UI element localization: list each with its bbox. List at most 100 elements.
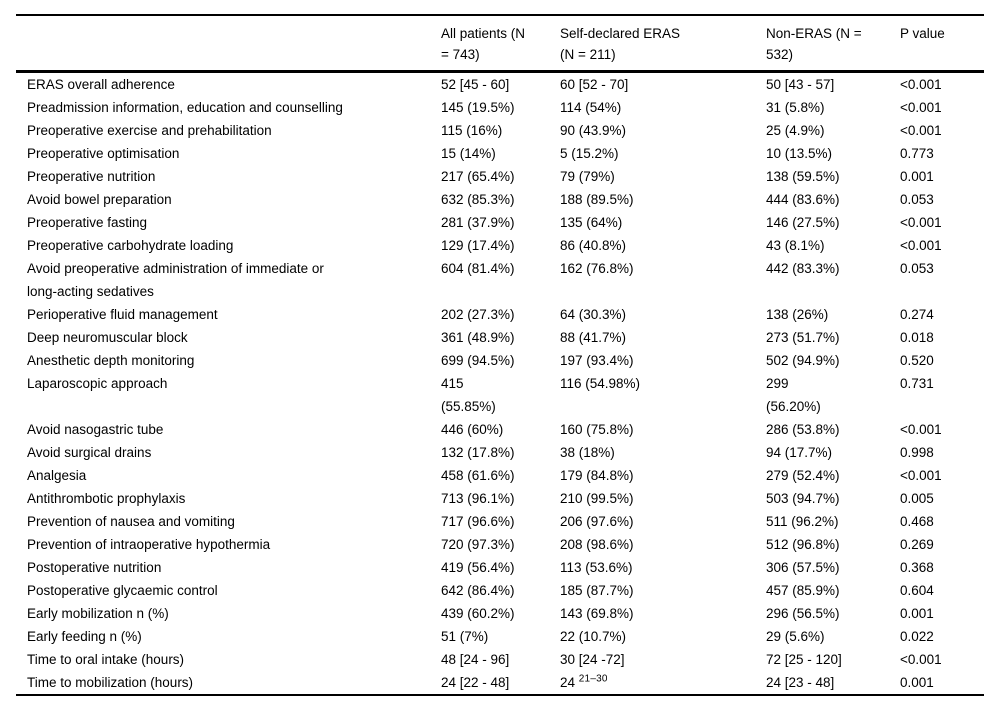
- table-row: Preoperative fasting 281 (37.9%) 135 (64%)…: [16, 211, 984, 234]
- non-eras-cell: 72 [25 - 120]: [766, 652, 842, 667]
- p-value-cell: 0.468: [900, 514, 934, 529]
- all-patients-cell: 361 (48.9%): [441, 330, 515, 345]
- non-eras-cell: 296 (56.5%): [766, 606, 840, 621]
- self-declared-eras-cell: 208 (98.6%): [560, 537, 634, 552]
- all-patients-cell: 446 (60%): [441, 422, 504, 437]
- all-patients-cell: 48 [24 - 96]: [441, 652, 510, 667]
- non-eras-cell: 286 (53.8%): [766, 422, 840, 437]
- row-label-cell: Perioperative fluid management: [27, 307, 218, 322]
- all-patients-cell: 15 (14%): [441, 146, 496, 161]
- row-label-cell: Analgesia: [27, 468, 87, 483]
- p-value-cell: 0.731: [900, 376, 934, 391]
- non-eras-cell: 442 (83.3%): [766, 261, 840, 276]
- table-row: Postoperative glycaemic control 642 (86.4…: [16, 579, 984, 602]
- row-label-cell: Avoid nasogastric tube: [27, 422, 164, 437]
- p-value-cell: 0.018: [900, 330, 934, 345]
- all-patients-cell: 415 (55.85%): [441, 376, 496, 414]
- non-eras-cell: 50 [43 - 57]: [766, 77, 835, 92]
- table-row: Antithrombotic prophylaxis 713 (96.1%) 210…: [16, 487, 984, 510]
- eras-adherence-table: All patients (N = 743) Self-declared ERAS…: [16, 14, 984, 696]
- row-label-cell: Preoperative exercise and prehabilitatio…: [27, 123, 272, 138]
- all-patients-cell: 217 (65.4%): [441, 169, 515, 184]
- p-value-cell: <0.001: [900, 238, 942, 253]
- row-label-cell: Antithrombotic prophylaxis: [27, 491, 186, 506]
- all-patients-cell: 458 (61.6%): [441, 468, 515, 483]
- self-declared-eras-cell: 143 (69.8%): [560, 606, 634, 621]
- all-patients-cell: 720 (97.3%): [441, 537, 515, 552]
- all-patients-cell: 24 [22 - 48]: [441, 675, 510, 690]
- table-row: Deep neuromuscular block 361 (48.9%) 88 (4…: [16, 326, 984, 349]
- p-value-cell: 0.269: [900, 537, 934, 552]
- table-row: ERAS overall adherence 52 [45 - 60] 60 [52…: [16, 72, 984, 97]
- self-declared-eras-cell: 179 (84.8%): [560, 468, 634, 483]
- non-eras-cell: 511 (96.2%): [766, 514, 839, 529]
- self-declared-eras-cell: 60 [52 - 70]: [560, 77, 629, 92]
- self-declared-eras-cell: 210 (99.5%): [560, 491, 634, 506]
- non-eras-cell: 29 (5.6%): [766, 629, 825, 644]
- non-eras-cell: 444 (83.6%): [766, 192, 840, 207]
- table-row: Anesthetic depth monitoring 699 (94.5%) 19…: [16, 349, 984, 372]
- row-label-cell: Early mobilization n (%): [27, 606, 169, 621]
- row-label-cell: Laparoscopic approach: [27, 376, 168, 391]
- non-eras-cell: 503 (94.7%): [766, 491, 840, 506]
- all-patients-cell: 632 (85.3%): [441, 192, 515, 207]
- self-declared-eras-cell: 160 (75.8%): [560, 422, 634, 437]
- table-body: ERAS overall adherence 52 [45 - 60] 60 [52…: [16, 72, 984, 696]
- p-value-cell: 0.274: [900, 307, 934, 322]
- row-label-cell: Time to mobilization (hours): [27, 675, 194, 690]
- all-patients-cell: 132 (17.8%): [441, 445, 515, 460]
- self-declared-eras-cell: 113 (53.6%): [560, 560, 633, 575]
- non-eras-cell: 146 (27.5%): [766, 215, 840, 230]
- table-row: Preoperative carbohydrate loading 129 (17…: [16, 234, 984, 257]
- table-row: Time to mobilization (hours) 24 [22 - 48]…: [16, 671, 984, 695]
- self-declared-eras-cell: 188 (89.5%): [560, 192, 634, 207]
- column-header-all-patients: All patients (N = 743): [441, 15, 560, 73]
- row-label-cell: Preoperative optimisation: [27, 146, 180, 161]
- p-value-cell: <0.001: [900, 422, 942, 437]
- p-value-cell: 0.520: [900, 353, 934, 368]
- p-value-cell: <0.001: [900, 652, 942, 667]
- p-value-cell: 0.001: [900, 606, 934, 621]
- table-row: Analgesia 458 (61.6%) 179 (84.8%) 279 (52.4…: [16, 464, 984, 487]
- header-row: All patients (N = 743) Self-declared ERAS…: [16, 15, 984, 73]
- self-declared-eras-cell: 86 (40.8%): [560, 238, 627, 253]
- table-row: Avoid surgical drains 132 (17.8%) 38 (18%)…: [16, 441, 984, 464]
- p-value-cell: 0.604: [900, 583, 934, 598]
- table-row: Preoperative optimisation 15 (14%) 5 (15.2…: [16, 142, 984, 165]
- table-row: Preoperative exercise and prehabilitatio…: [16, 119, 984, 142]
- row-label-cell: Postoperative nutrition: [27, 560, 162, 575]
- self-declared-eras-cell: 30 [24 -72]: [560, 652, 625, 667]
- self-declared-eras-cell: 22 (10.7%): [560, 629, 627, 644]
- row-label-cell: Prevention of nausea and vomiting: [27, 514, 235, 529]
- row-label-cell: Preoperative fasting: [27, 215, 148, 230]
- p-value-cell: 0.998: [900, 445, 934, 460]
- self-declared-eras-cell: 5 (15.2%): [560, 146, 619, 161]
- self-declared-eras-cell: 90 (43.9%): [560, 123, 627, 138]
- self-declared-eras-cell: 206 (97.6%): [560, 514, 634, 529]
- self-declared-eras-cell: 38 (18%): [560, 445, 615, 460]
- self-declared-eras-cell: 88 (41.7%): [560, 330, 627, 345]
- all-patients-cell: 419 (56.4%): [441, 560, 515, 575]
- row-label-cell: Prevention of intraoperative hypothermia: [27, 537, 271, 552]
- all-patients-cell: 51 (7%): [441, 629, 489, 644]
- all-patients-cell: 439 (60.2%): [441, 606, 515, 621]
- non-eras-cell: 457 (85.9%): [766, 583, 840, 598]
- p-value-cell: <0.001: [900, 468, 942, 483]
- all-patients-cell: 52 [45 - 60]: [441, 77, 510, 92]
- table-row: Early feeding n (%) 51 (7%) 22 (10.7%) 29 (…: [16, 625, 984, 648]
- non-eras-cell: 31 (5.8%): [766, 100, 825, 115]
- p-value-cell: 0.001: [900, 675, 934, 690]
- row-label-cell: Preoperative nutrition: [27, 169, 156, 184]
- p-value-cell: 0.053: [900, 261, 934, 276]
- cell-base-text: 24: [560, 675, 576, 690]
- p-value-cell: 0.022: [900, 629, 934, 644]
- table-row: Avoid preoperative administration of imm…: [16, 257, 984, 303]
- non-eras-cell: 43 (8.1%): [766, 238, 825, 253]
- p-value-cell: 0.053: [900, 192, 934, 207]
- all-patients-cell: 713 (96.1%): [441, 491, 515, 506]
- all-patients-cell: 604 (81.4%): [441, 261, 515, 276]
- table-row: Preoperative nutrition 217 (65.4%) 79 (79%…: [16, 165, 984, 188]
- row-label-cell: Preoperative carbohydrate loading: [27, 238, 234, 253]
- row-label-cell: Deep neuromuscular block: [27, 330, 188, 345]
- column-header-non-eras: Non-ERAS (N = 532): [766, 15, 900, 73]
